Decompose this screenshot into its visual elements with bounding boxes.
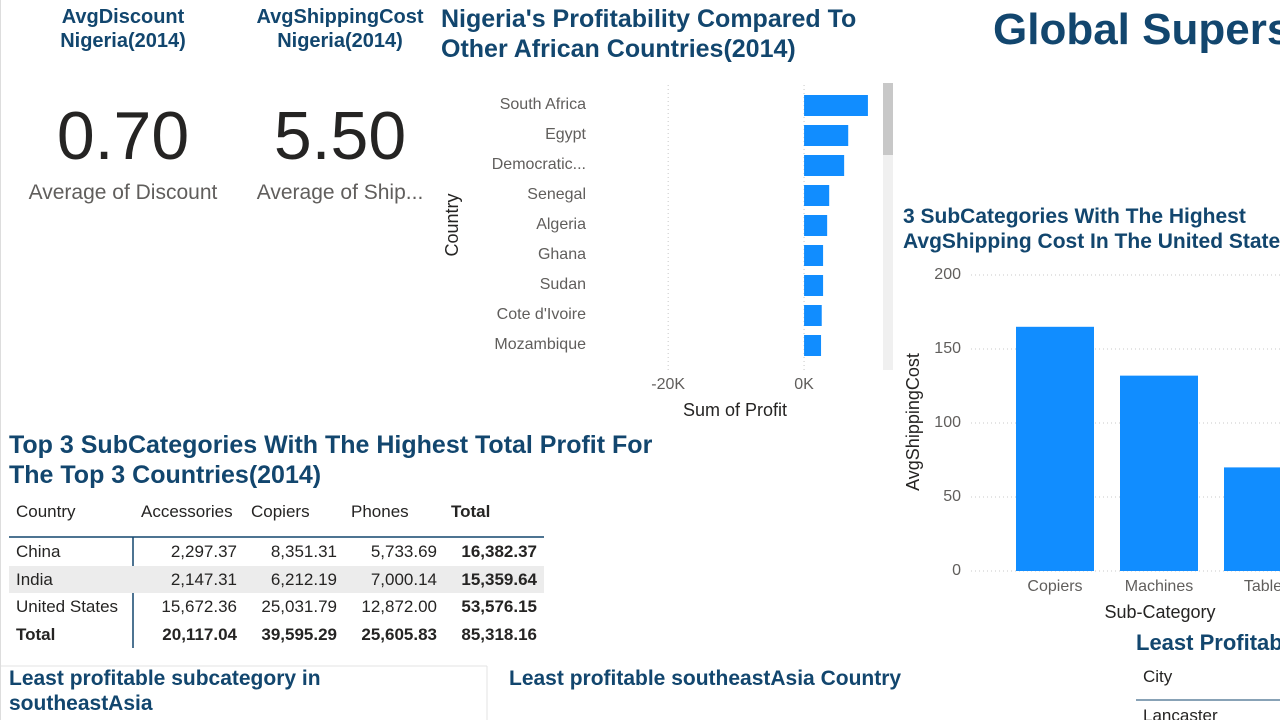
- x-axis-label: Sub-Category: [1104, 602, 1215, 622]
- scrollbar[interactable]: [883, 83, 893, 370]
- x-tick-label: Table: [1244, 578, 1280, 595]
- bar: [1224, 467, 1280, 571]
- table-cell: 2,147.31: [170, 570, 237, 589]
- y-tick-label: Democratic...: [492, 156, 586, 173]
- card-label: Average of Discount: [28, 181, 218, 204]
- table-cell: 25,605.83: [361, 625, 437, 644]
- card-label: Average of Ship...: [256, 181, 424, 204]
- bar: [804, 185, 830, 206]
- bar: [1016, 326, 1094, 571]
- section-title: Least profitable subcategory in southeas…: [9, 667, 321, 716]
- y-tick-label: Egypt: [545, 126, 586, 143]
- y-tick-label: 50: [943, 488, 961, 505]
- bar: [804, 125, 849, 146]
- column-header: Total: [451, 502, 491, 521]
- y-axis-label: Country: [442, 193, 462, 256]
- card-title: AvgShippingCost Nigeria(2014): [256, 6, 424, 52]
- table-cell: 5,733.69: [370, 542, 437, 561]
- x-tick-label: -20K: [651, 376, 685, 393]
- chart-title: 3 SubCategories With The Highest AvgShip…: [903, 204, 1280, 254]
- bar: [804, 155, 845, 176]
- table-cell: Total: [16, 625, 56, 644]
- y-tick-label: Senegal: [527, 186, 586, 203]
- table-row-band: [9, 566, 544, 593]
- card-title: AvgDiscount Nigeria(2014): [60, 6, 186, 52]
- bar: [804, 245, 824, 266]
- table-cell: United States: [16, 597, 119, 616]
- section-title: Least profitable southeastAsia Country: [509, 667, 902, 690]
- y-tick-label: 150: [934, 340, 961, 357]
- column-header: City: [1143, 667, 1173, 686]
- bar: [804, 305, 822, 326]
- table-cell: Lancaster: [1143, 706, 1218, 720]
- table-cell: 15,672.36: [161, 597, 237, 616]
- card-value: 5.50: [273, 98, 407, 174]
- bar: [1120, 375, 1198, 571]
- table-cell: 25,031.79: [261, 597, 337, 616]
- column-header: Phones: [351, 502, 409, 521]
- bar: [804, 215, 828, 236]
- column-header: Copiers: [251, 502, 310, 521]
- table-cell: 53,576.15: [461, 597, 537, 616]
- table-cell: 6,212.19: [270, 570, 337, 589]
- y-tick-label: 200: [934, 266, 961, 283]
- table-cell: 8,351.31: [270, 542, 337, 561]
- table-cell: 15,359.64: [461, 570, 537, 589]
- y-tick-label: Sudan: [540, 276, 586, 293]
- chart-title-text: 3 SubCategories With The Highest AvgShip…: [903, 205, 1280, 254]
- bar: [804, 275, 824, 296]
- y-tick-label: Ghana: [538, 246, 586, 263]
- table-cell: 20,117.04: [162, 625, 237, 644]
- table-title: Top 3 SubCategories With The Highest Tot…: [9, 431, 653, 489]
- bar: [804, 95, 868, 116]
- table-cell: India: [16, 570, 53, 589]
- section-title: Least Profitab: [1136, 630, 1280, 655]
- table-cell: 7,000.14: [370, 570, 437, 589]
- y-tick-label: 0: [952, 562, 961, 579]
- column-header: Country: [16, 502, 76, 521]
- table-cell: 2,297.37: [170, 542, 237, 561]
- x-tick-label: Copiers: [1027, 578, 1082, 595]
- x-tick-label: 0K: [794, 376, 814, 393]
- chart-title: Nigeria's Profitability Compared To Othe…: [441, 5, 857, 63]
- table-cell: 85,318.16: [461, 625, 537, 644]
- card-value: 0.70: [56, 98, 190, 174]
- scroll-thumb[interactable]: [883, 83, 893, 155]
- table-cell: 16,382.37: [461, 542, 537, 561]
- dashboard-title: Global Supers: [993, 5, 1280, 54]
- table-cell: China: [16, 542, 61, 561]
- y-axis-label: AvgShippingCost: [903, 353, 923, 491]
- y-tick-label: Mozambique: [494, 336, 586, 353]
- x-axis-label: Sum of Profit: [683, 400, 787, 420]
- y-tick-label: South Africa: [500, 96, 586, 113]
- bar: [804, 335, 822, 356]
- y-tick-label: Algeria: [536, 216, 586, 233]
- column-header: Accessories: [141, 502, 233, 521]
- table-cell: 12,872.00: [361, 597, 437, 616]
- x-tick-label: Machines: [1125, 578, 1193, 595]
- y-tick-label: 100: [934, 414, 961, 431]
- table-cell: 39,595.29: [261, 625, 337, 644]
- y-tick-label: Cote d'Ivoire: [497, 306, 586, 323]
